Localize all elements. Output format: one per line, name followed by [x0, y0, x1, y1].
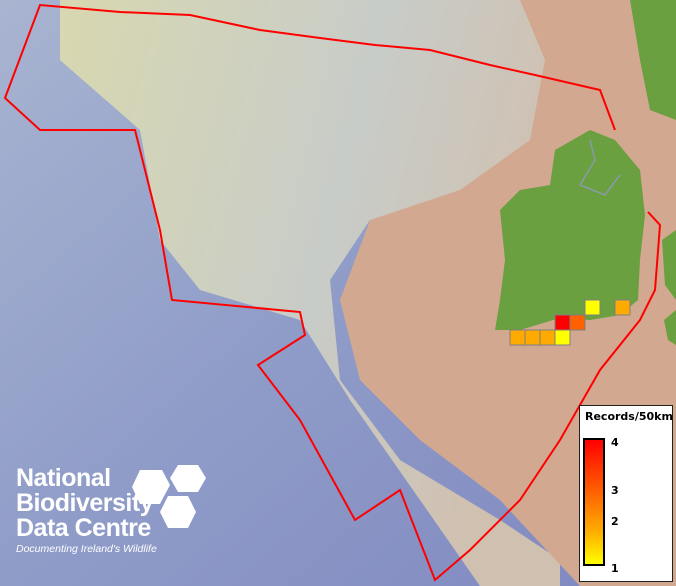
legend: Records/50km 4 3 2 1 [579, 405, 673, 582]
logo-tagline: Documenting Ireland's Wildlife [16, 543, 157, 555]
record-cell[interactable] [554, 329, 571, 346]
legend-tick-2: 2 [611, 515, 619, 528]
boundary-line [3, 3, 662, 582]
record-cell[interactable] [584, 299, 601, 316]
record-cell[interactable] [509, 329, 526, 346]
record-cell[interactable] [569, 314, 586, 331]
record-cell[interactable] [539, 329, 556, 346]
land-britain [630, 0, 676, 120]
logo-hexagons [132, 465, 206, 528]
land-cornwall [664, 310, 676, 345]
legend-tick-4: 4 [611, 436, 619, 449]
logo-line-1: National [16, 464, 111, 492]
legend-title: Records/50km [585, 410, 673, 423]
nbdc-logo: National Biodiversity Data Centre Docume… [16, 464, 157, 556]
legend-tick-1: 1 [611, 562, 619, 575]
logo-line-3: Data Centre [16, 514, 151, 542]
logo-line-2: Biodiversity [16, 489, 154, 517]
legend-tick-3: 3 [611, 484, 619, 497]
land-wales [662, 230, 676, 300]
record-cell[interactable] [614, 299, 631, 316]
record-cell[interactable] [524, 329, 541, 346]
record-cell[interactable] [554, 314, 571, 331]
land-ireland [495, 130, 645, 330]
continental-shelf [60, 0, 560, 586]
legend-colorbar [583, 438, 605, 566]
border-ni [578, 139, 621, 196]
